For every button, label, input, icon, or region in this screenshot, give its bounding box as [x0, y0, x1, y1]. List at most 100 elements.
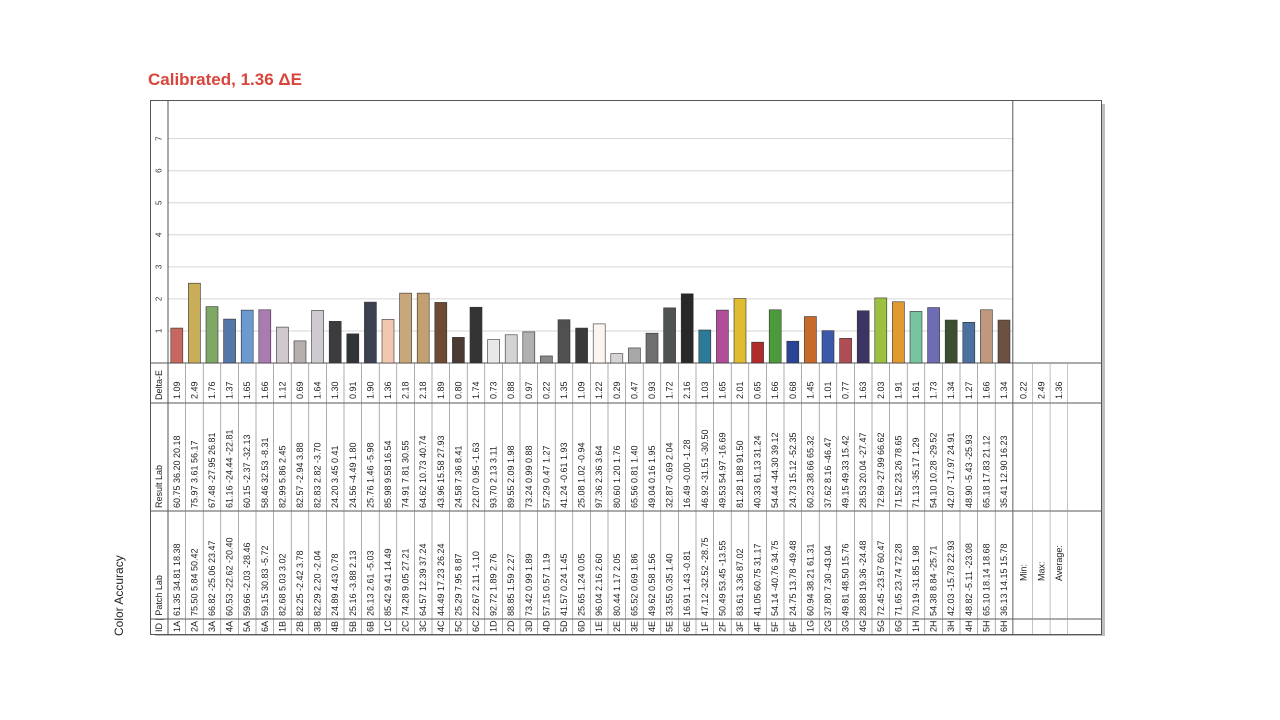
patch-id: 4F [753, 621, 763, 632]
patch-lab-value: 61.35 34.81 18.38 [172, 543, 182, 616]
patch-lab-value: 82.25 -2.42 3.78 [295, 550, 305, 616]
patch-id: 3E [629, 621, 639, 632]
delta-value: 0.93 [647, 381, 657, 399]
bar-1B [276, 326, 289, 364]
bar-1C [381, 319, 395, 364]
delta-value: 1.01 [823, 381, 833, 399]
bar-4H [962, 321, 976, 364]
patch-lab-value: 28.88 19.36 -24.48 [858, 540, 868, 616]
patch-lab-value: 48.82 -5.11 -23.08 [964, 543, 974, 616]
patch-lab-value: 50.49 53.45 -13.55 [717, 540, 727, 616]
delta-value: 1.65 [717, 381, 727, 399]
patch-lab-value: 65.10 18.14 18.68 [981, 543, 991, 616]
patch-lab-value: 16.91 1.43 -0.81 [682, 550, 692, 616]
result-lab-value: 60.23 38.66 65.32 [805, 435, 815, 508]
delta-value: 2.18 [418, 381, 428, 399]
delta-value: 1.89 [436, 381, 446, 399]
delta-value: 0.65 [753, 381, 763, 399]
patch-lab-value: 57.15 0.57 1.19 [541, 553, 551, 616]
patch-id: 1A [172, 621, 182, 632]
patch-id: 4A [225, 621, 235, 632]
result-lab-value: 37.62 8.16 -46.47 [823, 437, 833, 508]
bar-3E [628, 347, 641, 364]
result-lab-value: 58.46 32.53 -8.31 [260, 437, 270, 508]
y-tick-label: 3 [155, 264, 164, 269]
delta-value: 0.47 [629, 381, 639, 399]
result-lab-value: 41.24 -0.61 1.93 [559, 442, 569, 508]
delta-value: 1.64 [313, 381, 323, 399]
patch-id: 5E [665, 621, 675, 632]
delta-value: 1.35 [559, 381, 569, 399]
result-lab-value: 24.56 -4.49 1.80 [348, 442, 358, 508]
delta-value: 1.22 [594, 381, 604, 399]
patch-lab-value: 24.75 13.78 -49.48 [788, 540, 798, 616]
patch-lab-value: 59.66 -2.03 -28.46 [242, 542, 252, 616]
patch-id: 6G [893, 620, 903, 632]
bar-4C [434, 302, 448, 364]
patch-lab-value: 41.05 60.75 31.17 [753, 543, 763, 616]
bar-6H [997, 319, 1011, 364]
patch-lab-value: 54.14 -40.76 34.75 [770, 540, 780, 616]
bar-6F [786, 340, 800, 364]
patch-lab-value: 54.38 8.84 -25.71 [929, 545, 939, 616]
delta-value: 1.27 [964, 381, 974, 399]
bar-5H [980, 309, 993, 364]
patch-lab-value: 80.44 1.17 2.05 [612, 553, 622, 616]
result-lab-value: 24.73 15.12 -52.35 [788, 432, 798, 508]
patch-id: 1F [700, 621, 710, 632]
delta-value: 0.69 [295, 381, 305, 399]
patch-lab-value: 42.03 -15.78 22.93 [946, 540, 956, 616]
chart-panel: 1 2 3 4 5 6 7 Delta-E Result Lab ID | Patch Lab 1.… [150, 100, 1102, 635]
summary-value: 0.22 [1019, 381, 1029, 399]
patch-lab-value: 25.65 1.24 0.05 [577, 553, 587, 616]
delta-value: 1.76 [207, 381, 217, 399]
bar-1F [698, 329, 712, 364]
delta-value: 1.91 [893, 381, 903, 399]
delta-value: 2.16 [682, 381, 692, 399]
summary-label: Min: [1019, 564, 1029, 581]
bar-3A [205, 306, 219, 364]
bar-6G [892, 301, 905, 364]
delta-value: 1.72 [665, 381, 675, 399]
delta-value: 1.34 [999, 381, 1009, 399]
patch-id: 4H [964, 620, 974, 632]
side-label: Color Accuracy [112, 555, 126, 636]
delta-value: 1.74 [471, 381, 481, 399]
result-lab-value: 81.28 1.88 91.50 [735, 440, 745, 508]
bar-2D [504, 334, 518, 364]
delta-value: 2.01 [735, 381, 745, 399]
patch-lab-value: 64.57 12.39 37.24 [418, 543, 428, 616]
patch-lab-value: 26.13 2.61 -5.03 [365, 550, 375, 616]
delta-value: 1.12 [277, 381, 287, 399]
delta-value: 1.63 [858, 381, 868, 399]
bar-2A [188, 282, 201, 364]
patch-id: 2D [506, 620, 516, 632]
result-lab-value: 61.16 -24.44 -22.81 [225, 429, 235, 508]
bar-6B [364, 301, 377, 364]
result-lab-value: 67.48 -27.95 26.81 [207, 432, 217, 508]
patch-lab-value: 49.81 48.50 15.76 [841, 543, 851, 616]
bar-6A [258, 309, 272, 364]
patch-lab-value: 85.42 9.41 14.49 [383, 548, 393, 616]
delta-value: 1.66 [981, 381, 991, 399]
patch-lab-value: 82.29 2.20 -2.04 [313, 550, 323, 616]
bar-2F [716, 309, 729, 364]
bar-6E [680, 293, 694, 364]
result-lab-value: 60.15 -2.37 -32.13 [242, 434, 252, 508]
bar-3H [944, 319, 958, 364]
delta-value: 1.73 [929, 381, 939, 399]
patch-id: 1E [594, 621, 604, 632]
delta-value: 2.03 [876, 381, 886, 399]
summary-value: 2.49 [1036, 381, 1046, 399]
delta-value: 1.45 [805, 381, 815, 399]
patch-id: 2G [823, 620, 833, 632]
patch-id: 1D [489, 620, 499, 632]
bar-5E [663, 307, 676, 364]
result-lab-value: 93.70 2.13 3.11 [489, 446, 499, 508]
bar-2G [821, 330, 835, 364]
delta-value: 0.29 [612, 381, 622, 399]
patch-lab-value: 65.52 0.69 1.86 [629, 553, 639, 616]
patch-id: 6B [365, 621, 375, 632]
bar-6C [469, 306, 483, 364]
result-lab-value: 60.75 36.20 20.18 [172, 435, 182, 508]
